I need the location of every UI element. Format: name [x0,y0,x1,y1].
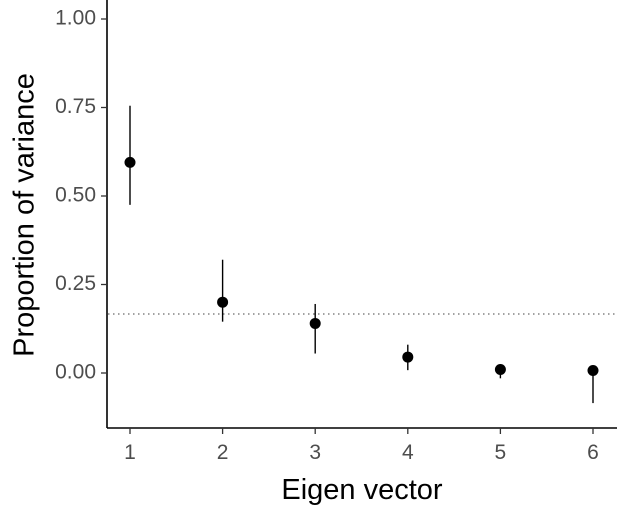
data-point-6 [587,365,599,377]
x-tick-label-1: 2 [217,441,229,464]
x-tick-label-0: 1 [124,441,136,464]
data-point-3 [309,317,321,329]
y-tick-label-1: 0.25 [55,272,96,295]
x-tick-label-3: 4 [402,441,414,464]
data-point-2 [217,296,229,308]
data-point-5 [494,363,506,375]
x-tick-label-2: 3 [309,441,321,464]
y-axis-title: Proportion of variance [9,73,41,357]
data-point-1 [124,156,136,168]
data-point-4 [402,351,414,363]
x-axis-title: Eigen vector [281,474,443,506]
y-tick-label-3: 0.75 [55,95,96,118]
x-tick-label-5: 6 [587,441,599,464]
y-tick-label-4: 1.00 [55,7,96,30]
y-axis-title-group: Proportion of variance [9,73,41,357]
x-tick-label-4: 5 [495,441,507,464]
plot-area: 0.00 0.25 0.50 0.75 1.00 1 2 3 4 5 6 [55,0,617,464]
y-tick-label-0: 0.00 [55,361,96,384]
y-tick-label-2: 0.50 [55,184,96,207]
